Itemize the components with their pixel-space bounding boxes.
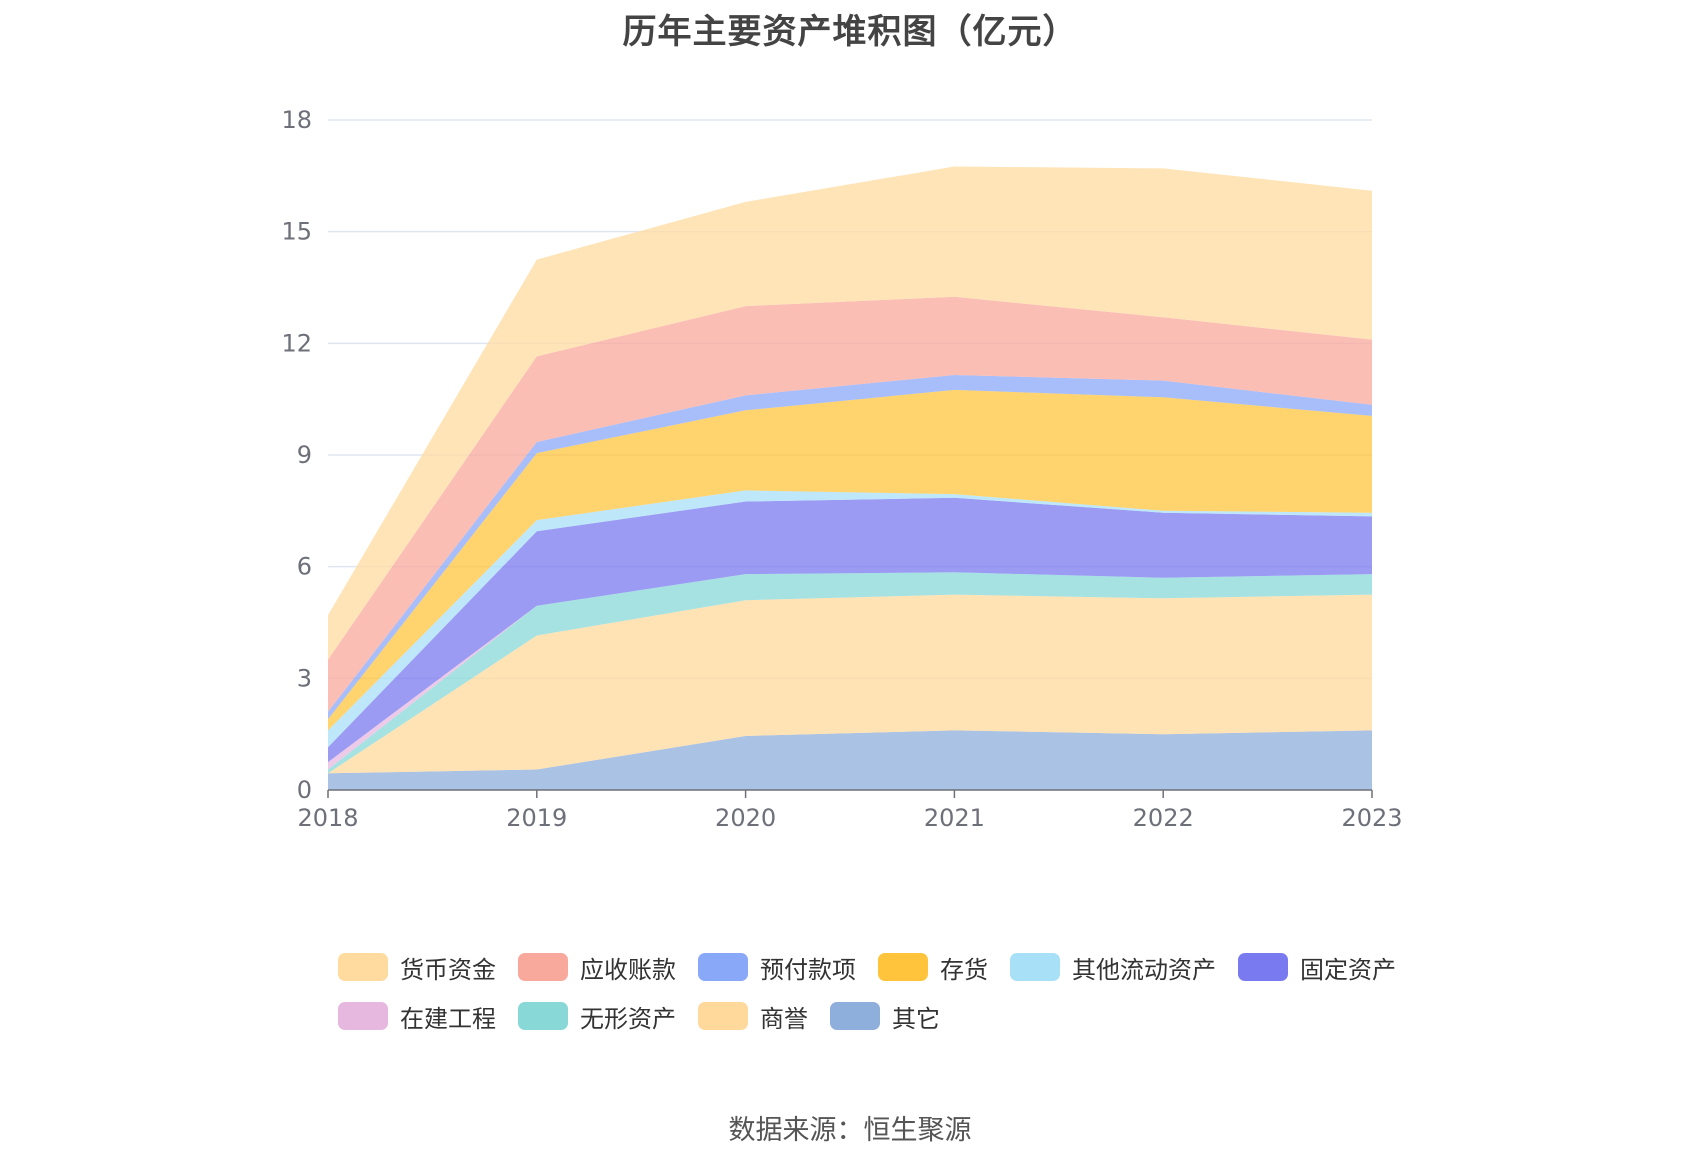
legend-item-货币资金[interactable]: 货币资金 <box>338 950 496 985</box>
y-tick-label: 15 <box>281 218 312 246</box>
legend-label: 预付款项 <box>760 955 856 984</box>
legend-swatch <box>698 953 748 981</box>
y-tick-label: 9 <box>297 441 312 469</box>
legend-label: 固定资产 <box>1300 955 1396 984</box>
area-series-固定资产 <box>328 497 1372 763</box>
legend-label: 其他流动资产 <box>1072 955 1216 984</box>
legend-item-存货[interactable]: 存货 <box>878 950 988 985</box>
legend-swatch <box>830 1002 880 1030</box>
legend-label: 其它 <box>892 1004 940 1033</box>
legend-item-无形资产[interactable]: 无形资产 <box>518 999 676 1034</box>
legend-item-商誉[interactable]: 商誉 <box>698 999 808 1034</box>
legend-label: 应收账款 <box>580 955 676 984</box>
area-series-其它 <box>328 730 1372 790</box>
y-tick-label: 18 <box>281 106 312 134</box>
legend-label: 在建工程 <box>400 1004 496 1033</box>
area-series-layer <box>328 166 1372 790</box>
x-tick-label: 2021 <box>924 804 985 832</box>
area-series-无形资产 <box>328 572 1372 774</box>
x-tick-label: 2022 <box>1133 804 1194 832</box>
legend-row: 在建工程 无形资产 商誉 其它 <box>338 999 962 1033</box>
y-tick-label: 6 <box>297 553 312 581</box>
legend-swatch <box>878 953 928 981</box>
legend-row: 货币资金 应收账款 预付款项 存货 其他流动资产 固定资产 <box>338 950 1418 984</box>
y-tick-label: 3 <box>297 664 312 692</box>
legend-swatch <box>1010 953 1060 981</box>
legend-label: 商誉 <box>760 1004 808 1033</box>
legend-label: 货币资金 <box>400 955 496 984</box>
legend-swatch <box>338 953 388 981</box>
legend-item-其他流动资产[interactable]: 其他流动资产 <box>1010 950 1216 985</box>
area-series-货币资金 <box>328 166 1372 660</box>
y-tick-label: 0 <box>297 776 312 804</box>
area-series-应收账款 <box>328 296 1372 712</box>
legend-label: 无形资产 <box>580 1004 676 1033</box>
source-note: 数据来源：恒生聚源 <box>728 1115 972 1146</box>
legend-item-其它[interactable]: 其它 <box>830 999 940 1034</box>
legend-item-应收账款[interactable]: 应收账款 <box>518 950 676 985</box>
chart-title: 历年主要资产堆积图（亿元） <box>622 12 1078 52</box>
legend-swatch <box>698 1002 748 1030</box>
legend-label: 存货 <box>940 955 988 984</box>
legend-item-在建工程[interactable]: 在建工程 <box>338 999 496 1034</box>
area-series-存货 <box>328 389 1372 731</box>
legend-item-固定资产[interactable]: 固定资产 <box>1238 950 1396 985</box>
legend-item-预付款项[interactable]: 预付款项 <box>698 950 856 985</box>
x-tick-label: 2019 <box>506 804 567 832</box>
legend-swatch <box>338 1002 388 1030</box>
legend-swatch <box>1238 953 1288 981</box>
y-tick-label: 12 <box>281 329 312 357</box>
x-tick-label: 2023 <box>1341 804 1402 832</box>
area-series-商誉 <box>328 594 1372 774</box>
x-tick-label: 2018 <box>297 804 358 832</box>
legend-swatch <box>518 1002 568 1030</box>
x-tick-label: 2020 <box>715 804 776 832</box>
legend-swatch <box>518 953 568 981</box>
axes: 0 3 6 9 12 15 18 2018 2019 2020 2021 2022 2023 <box>281 106 1402 832</box>
